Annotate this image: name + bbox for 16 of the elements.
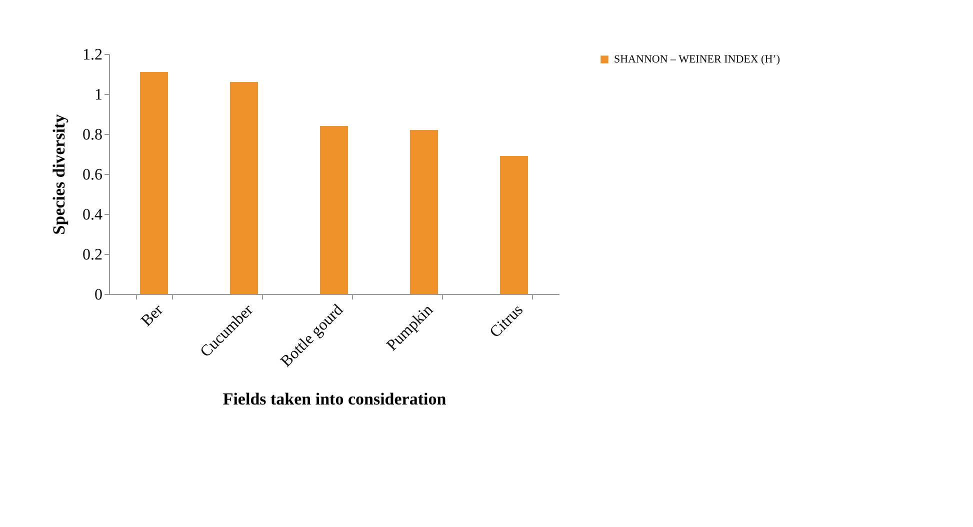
bar: [140, 72, 168, 294]
y-tick-label: 0.8: [82, 126, 102, 144]
y-tick-label: 0.4: [82, 206, 102, 224]
bar: [320, 126, 348, 294]
y-tick-label: 1: [94, 86, 102, 104]
bar: [230, 82, 258, 294]
y-tick-label: 1.2: [82, 46, 102, 64]
bar: [410, 130, 438, 294]
x-axis-title: Fields taken into consideration: [222, 390, 447, 409]
bar: [500, 156, 528, 294]
legend-label: SHANNON – WEINER INDEX (H’): [614, 54, 780, 66]
y-tick-label: 0.2: [82, 246, 102, 264]
y-tick-label: 0.6: [82, 166, 102, 184]
y-axis-title: Species diversity: [50, 114, 68, 235]
y-tick-label: 0: [94, 286, 102, 304]
x-tick-label: Ber: [138, 301, 167, 330]
